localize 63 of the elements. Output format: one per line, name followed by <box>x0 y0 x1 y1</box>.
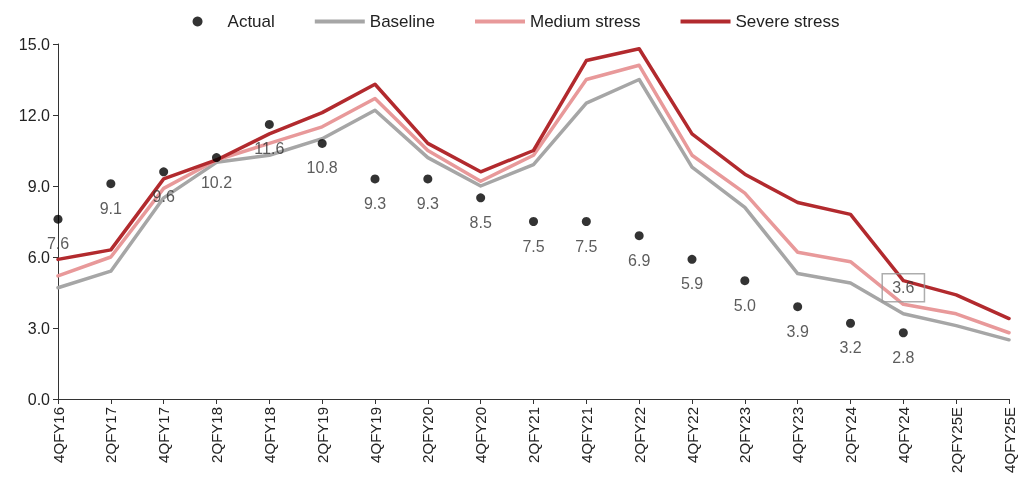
data-label: 2.8 <box>892 348 915 366</box>
y-tick-label: 3.0 <box>27 319 51 337</box>
x-tick-label: 2QFY24 <box>842 407 859 463</box>
data-label: 6.9 <box>628 251 651 269</box>
x-tick-label: 4QFY22 <box>683 407 701 463</box>
data-label: 9.6 <box>152 187 175 205</box>
x-tick-label: 2QFY17 <box>102 407 120 463</box>
y-tick-label: 6.0 <box>27 248 51 266</box>
x-tick-label: 2QFY18 <box>208 407 225 463</box>
point <box>423 174 433 184</box>
x-tick-label: 4QFY25E <box>1000 407 1018 473</box>
x-tick-label: 2QFY23 <box>736 407 754 463</box>
x-tick-label: 2QFY20 <box>419 407 437 463</box>
point <box>846 318 855 328</box>
point <box>159 167 169 177</box>
x-tick-label: 2QFY25E <box>947 407 965 473</box>
data-label: 9.1 <box>99 199 123 217</box>
point <box>529 217 538 226</box>
point <box>476 193 486 203</box>
data-label: 9.3 <box>416 194 440 212</box>
legend-label: Medium stress <box>530 12 641 31</box>
point <box>317 138 327 148</box>
legend-label: Severe stress <box>735 12 840 31</box>
point <box>106 179 116 189</box>
point <box>264 119 274 129</box>
data-label: 8.5 <box>469 213 492 231</box>
y-tick-label: 15.0 <box>18 35 51 53</box>
x-tick-label: 4QFY17 <box>155 407 173 463</box>
x-tick-label: 4QFY19 <box>366 407 384 463</box>
data-label: 5.9 <box>680 275 704 293</box>
data-label: 7.5 <box>575 237 598 255</box>
point <box>53 214 63 224</box>
point <box>370 174 380 184</box>
x-tick-label: 2QFY22 <box>630 407 648 463</box>
point <box>793 302 803 312</box>
point <box>634 231 644 241</box>
x-tick-label: 4QFY21 <box>577 407 595 463</box>
data-label: 3.2 <box>839 339 862 357</box>
data-label: 10.2 <box>200 173 233 191</box>
y-tick-label: 0.0 <box>27 390 51 408</box>
legend-label: Baseline <box>369 12 436 31</box>
data-label: 7.5 <box>522 237 545 255</box>
point <box>687 254 697 264</box>
x-tick-label: 4QFY23 <box>789 407 807 463</box>
x-tick-label: 2QFY19 <box>313 407 331 463</box>
x-tick-label: 4QFY18 <box>260 407 278 463</box>
x-tick-label: 4QFY20 <box>472 407 490 463</box>
point <box>581 217 591 226</box>
x-tick-label: 4QFY16 <box>49 407 67 463</box>
data-label: 9.3 <box>363 194 387 212</box>
data-label: 3.9 <box>786 322 809 340</box>
point <box>212 153 221 163</box>
legend-label: Actual <box>227 12 275 31</box>
data-label: 10.8 <box>306 159 338 177</box>
x-tick-label: 2QFY21 <box>525 407 542 463</box>
annotation: 3.6 <box>892 279 915 297</box>
data-label: 11.6 <box>254 140 285 158</box>
y-tick-label: 12.0 <box>18 106 51 124</box>
point <box>740 276 750 286</box>
point <box>898 328 908 338</box>
x-tick-label: 4QFY24 <box>894 407 912 463</box>
y-tick-label: 9.0 <box>27 177 51 195</box>
data-label: 5.0 <box>733 296 757 314</box>
